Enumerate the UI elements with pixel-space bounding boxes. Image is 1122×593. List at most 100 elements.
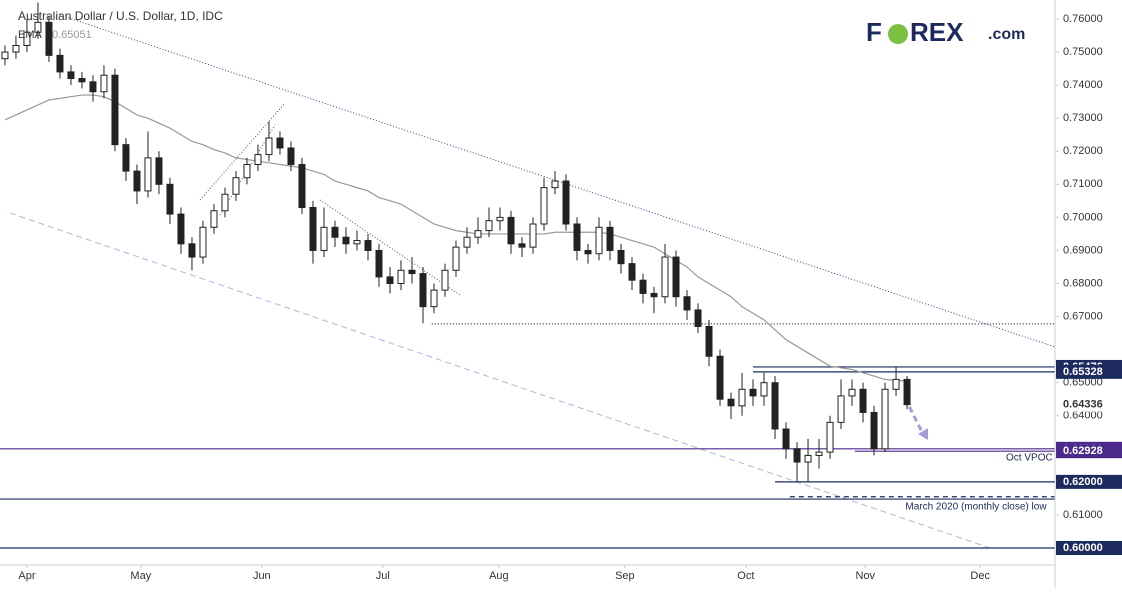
candle-body — [738, 388, 746, 407]
x-tick-label: Sep — [615, 570, 635, 582]
candle-body — [375, 249, 383, 278]
candle-body — [188, 243, 196, 258]
candle-body — [430, 289, 438, 308]
candle-body — [661, 256, 669, 298]
price-tag — [1056, 364, 1122, 379]
y-tick-label: 0.76000 — [1063, 13, 1103, 25]
candle-body — [265, 137, 273, 156]
channel-line — [319, 199, 461, 296]
candle-body — [595, 226, 603, 255]
candle-body — [89, 81, 97, 93]
y-tick-label: 0.71000 — [1063, 178, 1103, 190]
logo: F REX .com — [866, 17, 1025, 47]
ema-name: EMA — [18, 29, 43, 41]
plot — [0, 2, 1055, 549]
candle-body — [683, 296, 691, 311]
ema-value: 0.65051 — [52, 29, 92, 41]
candle-body — [617, 249, 625, 265]
candle-body — [100, 74, 108, 93]
candle-body — [144, 157, 152, 192]
x-tick-label: Jul — [376, 570, 390, 582]
candle-body — [540, 187, 548, 225]
candle-body — [485, 220, 493, 232]
candle-body — [111, 74, 119, 146]
logo-text: REX — [910, 17, 964, 47]
y-tick-label: 0.74000 — [1063, 79, 1103, 91]
candle-body — [628, 263, 636, 281]
candle-body — [474, 230, 482, 238]
channel-line — [9, 212, 991, 549]
candle-body — [122, 144, 130, 172]
candle-body — [309, 206, 317, 251]
candle-body — [694, 309, 702, 327]
price-tag — [1056, 397, 1122, 412]
candle-body — [837, 395, 845, 423]
candle-body — [518, 243, 526, 248]
y-tick-label: 0.72000 — [1063, 145, 1103, 157]
candle-body — [331, 226, 339, 238]
candle-body — [573, 223, 581, 251]
candle-body — [287, 147, 295, 165]
y-tick-label: 0.61000 — [1063, 509, 1103, 521]
y-tick-label: 0.69000 — [1063, 244, 1103, 256]
candle-body — [353, 240, 361, 245]
y-tick-label: 0.75000 — [1063, 46, 1103, 58]
candle-body — [749, 388, 757, 397]
candle-body — [67, 71, 75, 80]
candle-body — [298, 163, 306, 208]
y-tick-label: 0.68000 — [1063, 277, 1103, 289]
price-tag-label: 0.60000 — [1063, 542, 1103, 554]
channel-line — [199, 102, 286, 201]
arrow — [903, 397, 924, 433]
candle-body — [23, 31, 31, 46]
candle-body — [529, 223, 537, 248]
annotation: Oct VPOC — [1006, 453, 1053, 464]
candle-body — [793, 448, 801, 463]
x-tick-label: Nov — [855, 570, 875, 582]
candle-body — [815, 451, 823, 456]
logo-text: F — [866, 17, 882, 47]
candle-body — [771, 382, 779, 430]
candle-body — [826, 421, 834, 453]
candle-body — [232, 177, 240, 195]
price-tag — [1056, 541, 1122, 556]
trend-line — [59, 14, 1056, 348]
x-tick-label: Oct — [737, 570, 754, 582]
x-tick-label: Apr — [18, 570, 35, 582]
candle-body — [584, 249, 592, 255]
candle-body — [859, 388, 867, 413]
price-tag-label: 0.65328 — [1063, 366, 1103, 378]
y-tick-label: 0.73000 — [1063, 112, 1103, 124]
price-tag-label: 0.62928 — [1063, 445, 1103, 457]
candle-body — [452, 246, 460, 271]
candle-body — [463, 236, 471, 248]
candle-body — [386, 276, 394, 285]
candle-body — [881, 388, 889, 450]
candle-body — [705, 325, 713, 357]
candle-body — [45, 21, 53, 56]
annotation: March 2020 (monthly close) low — [905, 501, 1047, 512]
candle-body — [760, 382, 768, 397]
candle-body — [782, 428, 790, 450]
x-tick-label: Dec — [970, 570, 990, 582]
candle-body — [650, 292, 658, 298]
candle-body — [551, 180, 559, 189]
candle-body — [562, 180, 570, 225]
candle-body — [727, 398, 735, 407]
candle-body — [221, 193, 229, 212]
candle-body — [419, 273, 427, 308]
price-tag-label: 0.62000 — [1063, 476, 1103, 488]
candle-body — [34, 21, 42, 33]
candle-body — [408, 269, 416, 275]
arrow-head — [918, 428, 928, 440]
y-tick-label: 0.64000 — [1063, 410, 1103, 422]
candle-body — [254, 154, 262, 165]
logo-coin — [888, 24, 908, 44]
candle-body — [364, 240, 372, 251]
x-tick-label: May — [130, 570, 151, 582]
x-tick-label: Aug — [489, 570, 509, 582]
ema-line — [4, 94, 908, 382]
candle-body — [892, 378, 900, 390]
